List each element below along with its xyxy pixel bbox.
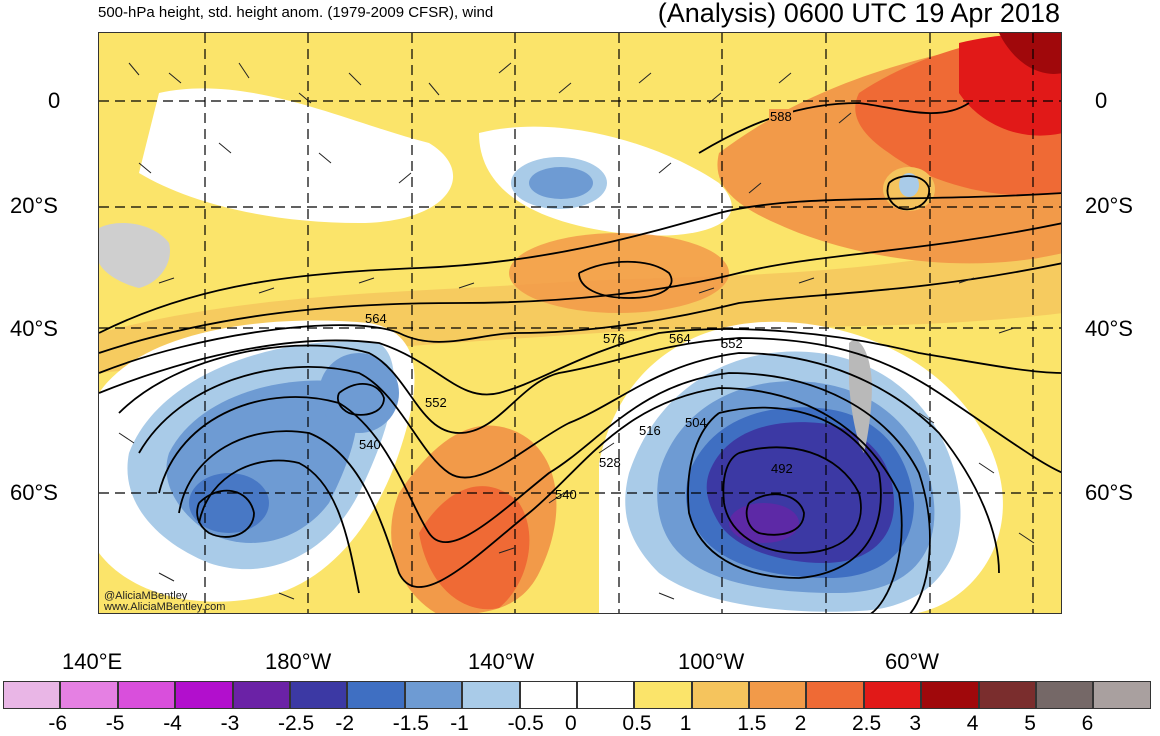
colorbar-swatch bbox=[1036, 681, 1094, 709]
lat-label-left-20s: 20°S bbox=[10, 193, 58, 218]
darkest-red-anomaly bbox=[999, 33, 1061, 74]
anomaly-colorbar bbox=[3, 681, 1151, 709]
colorbar-tick-label: 0.5 bbox=[622, 712, 652, 735]
contour-label-528: 528 bbox=[599, 455, 621, 470]
colorbar-tick-label: -6 bbox=[48, 712, 68, 735]
lon-label-60w: 60°W bbox=[885, 649, 940, 674]
contour-label-552-west: 552 bbox=[425, 395, 447, 410]
colorbar-tick-label: 3 bbox=[909, 712, 922, 735]
colorbar-swatch bbox=[462, 681, 520, 709]
colorbar-tick-label: 6 bbox=[1081, 712, 1094, 735]
lat-label-left-0: 0 bbox=[48, 88, 61, 113]
small-blue-anomaly-andes bbox=[899, 173, 919, 197]
contour-label-492: 492 bbox=[771, 461, 793, 476]
colorbar-swatch bbox=[1093, 681, 1151, 709]
contour-label-576: 576 bbox=[603, 331, 625, 346]
colorbar-tick-label: -1 bbox=[450, 712, 469, 735]
colorbar-swatch bbox=[175, 681, 233, 709]
contour-label-552-east: 552 bbox=[721, 336, 743, 351]
lat-label-right-0: 0 bbox=[1095, 88, 1108, 113]
colorbar-tick-label: -2 bbox=[335, 712, 355, 735]
colorbar-tick-label: 4 bbox=[966, 712, 979, 735]
colorbar-tick-label: 0 bbox=[565, 712, 577, 735]
lat-label-right-40s: 40°S bbox=[1085, 316, 1133, 341]
colorbar-swatch bbox=[3, 681, 61, 709]
colorbar-tick-label: 1 bbox=[679, 712, 692, 735]
colorbar-tick-label: 2.5 bbox=[852, 712, 882, 735]
colorbar-tick-label: -3 bbox=[220, 712, 240, 735]
contour-label-540-east: 540 bbox=[555, 487, 577, 502]
colorbar-swatch bbox=[978, 681, 1037, 709]
land-australia bbox=[99, 223, 170, 288]
blue-anomaly-tropical-core bbox=[529, 167, 593, 199]
colorbar-swatch bbox=[289, 681, 348, 709]
colorbar-swatch bbox=[404, 681, 463, 709]
lat-label-left-60s: 60°S bbox=[10, 480, 58, 505]
wind-barbs bbox=[118, 62, 1035, 600]
height-contours bbox=[99, 102, 1061, 613]
colorbar-swatch bbox=[519, 681, 577, 709]
blue-anomaly-secondary-low bbox=[319, 353, 399, 433]
land-south-america bbox=[849, 340, 872, 453]
colorbar-tick-label: 5 bbox=[1024, 712, 1036, 735]
map-title: 500-hPa height, std. height anom. (1979-… bbox=[98, 4, 494, 21]
colorbar-swatch bbox=[117, 681, 176, 709]
colorbar-tick-label: -4 bbox=[163, 712, 182, 735]
contour-label-588: 588 bbox=[769, 109, 793, 124]
contour-label-564-west: 564 bbox=[365, 311, 387, 326]
colorbar-tick-label: -0.5 bbox=[507, 712, 544, 735]
contour-label-504: 504 bbox=[685, 415, 707, 430]
lon-label-180w: 180°W bbox=[265, 649, 332, 674]
colorbar-swatch bbox=[806, 681, 864, 709]
colorbar-swatch bbox=[347, 681, 405, 709]
colorbar-tick-label: -5 bbox=[105, 712, 125, 735]
credit-handle: @AliciaMBentley bbox=[104, 590, 188, 602]
colorbar-swatch bbox=[634, 681, 692, 709]
contour-label-540-west: 540 bbox=[359, 437, 381, 452]
colorbar-swatch bbox=[60, 681, 118, 709]
colorbar-swatch bbox=[232, 681, 290, 709]
contour-label-516: 516 bbox=[639, 423, 661, 438]
colorbar-tick-label: 1.5 bbox=[737, 712, 767, 735]
anomaly-map bbox=[99, 33, 1061, 613]
lat-label-right-20s: 20°S bbox=[1085, 193, 1133, 218]
colorbar-tick-label: -1.5 bbox=[392, 712, 429, 735]
colorbar-tick-label: 2 bbox=[794, 712, 807, 735]
lon-label-140e: 140°E bbox=[62, 649, 123, 674]
map-panel: 588 576 564 564 552 552 540 540 528 516 … bbox=[98, 32, 1062, 614]
lat-label-left-40s: 40°S bbox=[10, 316, 58, 341]
graticule bbox=[99, 33, 1061, 613]
colorbar-swatch bbox=[576, 681, 635, 709]
credit-url: www.AliciaMBentley.com bbox=[104, 601, 226, 613]
contour-label-564-east: 564 bbox=[669, 331, 691, 346]
colorbar-tick-label: -2.5 bbox=[278, 712, 315, 735]
purple-anomaly-east-core bbox=[729, 503, 799, 543]
colorbar-swatch bbox=[921, 681, 979, 709]
white-anomaly-tropics-west bbox=[139, 88, 454, 223]
lon-label-140w: 140°W bbox=[468, 649, 535, 674]
blue-anomaly-west-core bbox=[189, 473, 269, 533]
colorbar-swatch bbox=[691, 681, 750, 709]
lat-label-right-60s: 60°S bbox=[1085, 480, 1133, 505]
colorbar-swatch bbox=[863, 681, 922, 709]
colorbar-swatch bbox=[749, 681, 807, 709]
map-valid-time: (Analysis) 0600 UTC 19 Apr 2018 bbox=[657, 0, 1060, 28]
lon-label-100w: 100°W bbox=[678, 649, 745, 674]
